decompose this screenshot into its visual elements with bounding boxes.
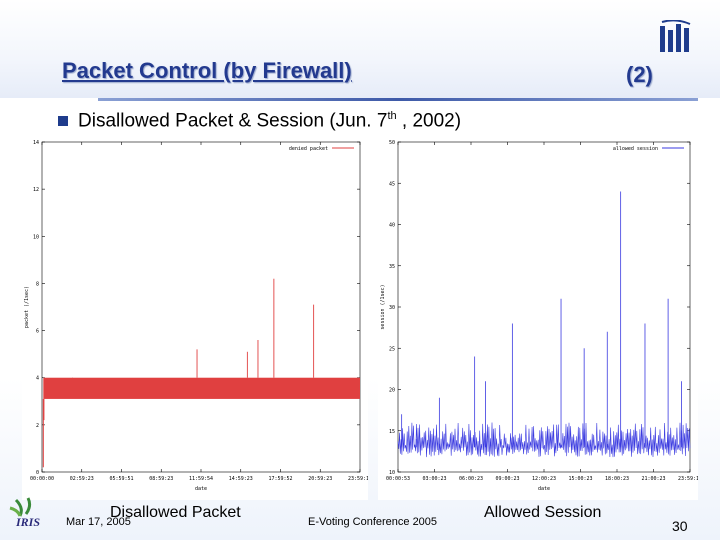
header-band bbox=[0, 0, 720, 98]
x-tick-label: 06:00:23 bbox=[459, 476, 483, 482]
y-tick-label: 10 bbox=[389, 470, 395, 476]
legend-label: denied packet bbox=[289, 146, 328, 152]
x-tick-label: 23:59:12 bbox=[348, 476, 368, 482]
y-tick-label: 50 bbox=[389, 140, 395, 146]
page-number: 30 bbox=[672, 518, 688, 534]
iris-logo-icon bbox=[9, 497, 32, 517]
plot-frame bbox=[397, 141, 691, 473]
x-tick-label: 15:00:23 bbox=[568, 476, 592, 482]
caption-allowed-session: Allowed Session bbox=[484, 504, 602, 521]
x-tick-label: 14:59:23 bbox=[229, 476, 253, 482]
y-tick-label: 45 bbox=[389, 181, 395, 187]
bullet-square-icon bbox=[58, 116, 68, 126]
x-tick-label: 11:59:54 bbox=[189, 476, 213, 482]
y-tick-label: 35 bbox=[389, 264, 395, 270]
allowed-session-chart: 10 15 20 25 30 35 40 45 50 00:00:53 03:00:23 06:00:… bbox=[378, 136, 698, 500]
y-axis-label: packet (/1sec) bbox=[24, 286, 30, 328]
x-tick-label: 12:00:23 bbox=[532, 476, 556, 482]
y-tick-label: 30 bbox=[389, 305, 395, 311]
caption-disallowed-packet: Disallowed Packet bbox=[110, 504, 241, 521]
iris-logo-text: IRIS bbox=[16, 515, 41, 529]
title-divider bbox=[98, 98, 698, 101]
x-tick-label: 09:00:23 bbox=[495, 476, 519, 482]
y-tick-label: 20 bbox=[389, 388, 395, 394]
x-tick-label: 08:59:23 bbox=[149, 476, 173, 482]
plot-frame bbox=[41, 141, 361, 473]
y-tick-label: 4 bbox=[36, 376, 39, 382]
slide-title-number: (2) bbox=[626, 62, 653, 87]
slide-title: Packet Control (by Firewall) bbox=[62, 58, 352, 83]
x-axis-label: date bbox=[538, 486, 550, 492]
x-tick-label: 02:59:23 bbox=[70, 476, 94, 482]
icu-logo-icon bbox=[660, 20, 691, 52]
x-tick-label: 18:00:23 bbox=[605, 476, 629, 482]
legend-label: allowed session bbox=[613, 146, 658, 152]
x-tick-label: 05:59:51 bbox=[109, 476, 133, 482]
y-tick-label: 8 bbox=[36, 281, 39, 287]
series-band-denied-packet bbox=[43, 377, 360, 399]
y-tick-label: 14 bbox=[33, 140, 39, 146]
y-tick-label: 2 bbox=[36, 423, 39, 429]
x-tick-label: 00:00:00 bbox=[30, 476, 54, 482]
x-tick-label: 20:59:23 bbox=[308, 476, 332, 482]
y-tick-label: 40 bbox=[389, 223, 395, 229]
y-tick-label: 12 bbox=[33, 187, 39, 193]
series-line-allowed-session bbox=[397, 422, 691, 458]
x-tick-label: 17:59:52 bbox=[268, 476, 292, 482]
x-tick-label: 03:00:23 bbox=[422, 476, 446, 482]
disallowed-packet-chart: 0 2 4 6 8 10 12 14 00:00:00 02:59:23 05:59:51 08:59… bbox=[22, 136, 368, 500]
y-tick-label: 10 bbox=[33, 234, 39, 240]
x-tick-label: 00:00:53 bbox=[386, 476, 410, 482]
x-axis-label: date bbox=[195, 486, 207, 492]
footer-date: Mar 17, 2005 bbox=[66, 516, 131, 528]
y-tick-label: 15 bbox=[389, 429, 395, 435]
slide-subtitle: Disallowed Packet & Session (Jun. 7th , … bbox=[78, 110, 462, 132]
y-tick-label: 0 bbox=[36, 470, 39, 476]
x-tick-label: 21:00:23 bbox=[641, 476, 665, 482]
y-tick-label: 6 bbox=[36, 329, 39, 335]
footer-conference: E-Voting Conference 2005 bbox=[308, 516, 438, 528]
y-tick-label: 25 bbox=[389, 346, 395, 352]
y-axis-label: session (/1sec) bbox=[380, 284, 386, 329]
x-tick-label: 23:59:15 bbox=[678, 476, 698, 482]
